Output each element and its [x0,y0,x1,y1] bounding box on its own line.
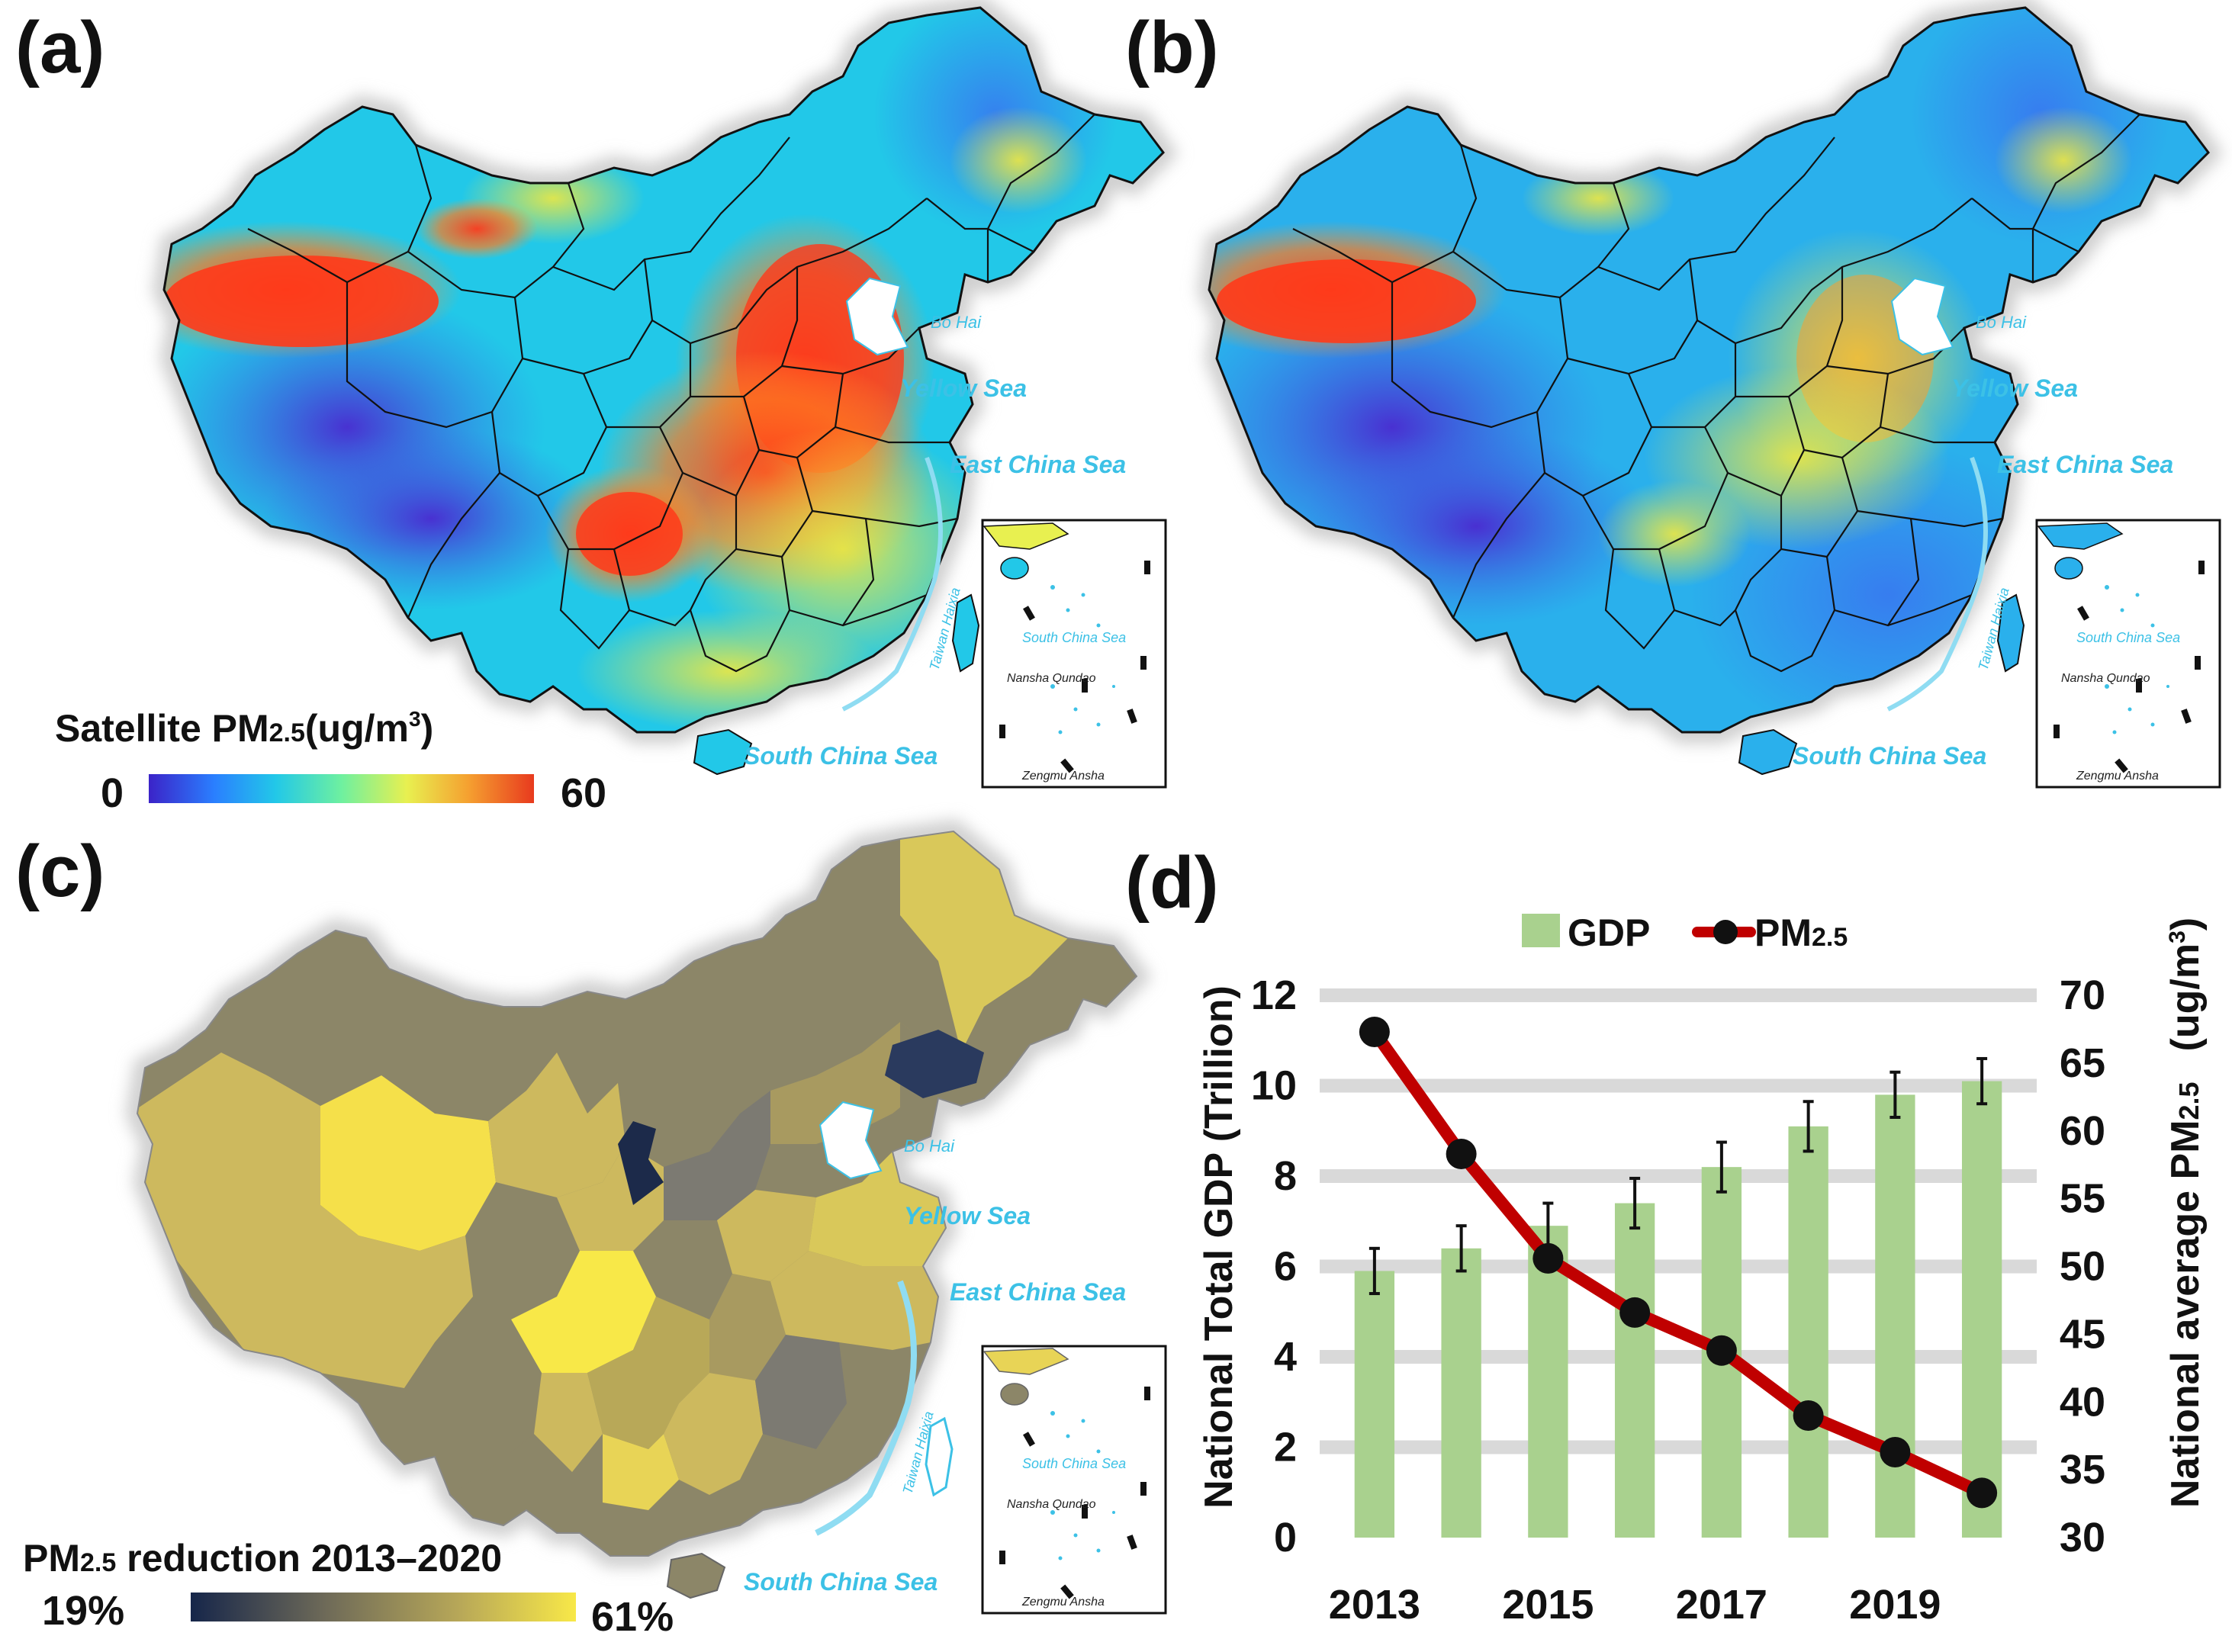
left-axis-ticks: 0 2 4 6 8 10 12 [1251,972,1297,1560]
legend-pm-marker [1713,920,1738,944]
pm25-point [1446,1138,1477,1169]
colorbar-c: PM2.5 reduction 2013–2020 19% 61% [23,1537,674,1640]
panel-b-letter: (b) [1125,7,1219,88]
colorbar-a: Satellite PM2.5(ug/m3) 0 60 [55,707,606,816]
gridline [1320,1350,2037,1364]
gridline [1320,1259,2037,1274]
x-axis-ticks: 2013 2015 2017 2019 [1329,1582,1941,1628]
x-axis-tick-label: 2017 [1676,1582,1767,1628]
sea-label-east-b: East China Sea [1997,451,2173,478]
legend-gdp-label: GDP [1568,911,1650,954]
left-axis-label: National Total GDP (Trillion) [1197,985,1241,1509]
gdp-error-bars [1368,1056,1988,1296]
sea-label-south-c: South China Sea [744,1568,938,1596]
colorbar-a-title: Satellite PM2.5(ug/m3) [55,707,433,750]
gridline [1320,1169,2037,1183]
right-axis-tick-label: 40 [2060,1379,2105,1425]
sea-label-south-b: South China Sea [1793,742,1986,770]
panel-b-pm25-map: (b) [1125,0,2221,789]
colorbar-c-max: 61% [591,1594,674,1640]
right-axis-tick-label: 65 [2060,1040,2105,1086]
gdp-bar [1614,1203,1655,1538]
x-axis-tick-label: 2015 [1502,1582,1594,1628]
inset-c: South China Sea Nansha Qundao Zengmu Ans… [981,1345,1167,1615]
left-axis-tick-label: 2 [1274,1425,1297,1470]
gdp-bar [1441,1248,1481,1538]
sea-label-bohai-b: Bo Hai [1976,313,2027,332]
right-axis-tick-label: 60 [2060,1108,2105,1154]
right-axis-tick-label: 45 [2060,1311,2105,1357]
right-axis-ticks: 30 35 40 45 50 55 60 65 70 [2060,972,2105,1560]
sea-label-yellow-c: Yellow Sea [904,1202,1031,1229]
right-axis-tick-label: 30 [2060,1515,2105,1560]
panel-a-satellite-pm25-map: (a) [15,0,1186,816]
gdp-bar [1528,1226,1568,1538]
x-axis-tick-label: 2019 [1849,1582,1941,1628]
right-axis-tick-label: 55 [2060,1176,2105,1222]
left-axis-tick-label: 8 [1274,1153,1297,1199]
colorbar-a-max: 60 [561,770,606,816]
inset-b: South China Sea Nansha Qundao Zengmu Ans… [2035,519,2221,789]
inset-label-zengmu-b: Zengmu Ansha [2076,770,2159,783]
sea-label-bohai-c: Bo Hai [904,1136,955,1155]
panel-d-gdp-pm25-chart: (d) GDP PM2.5 0 2 4 6 8 10 12 30 35 40 45 50 55 60 65… [1125,842,2208,1628]
sea-label-east-c: East China Sea [950,1278,1126,1306]
panel-c-letter: (c) [15,831,105,912]
inset-label-nansha-a: Nansha Qundao [1007,672,1096,685]
inset-label-south-china-sea-c: South China Sea [1022,1456,1126,1471]
pm25-point [1706,1335,1737,1366]
legend-pm-label: PM2.5 [1754,911,1848,954]
pm25-point [1880,1437,1911,1468]
colorbar-a-min: 0 [101,770,124,816]
colorbar-c-min: 19% [42,1588,124,1634]
pm25-series-line [1368,1025,1989,1499]
panel-c-pm25-reduction-map: (c) [15,824,1167,1640]
inset-a: South China Sea Nansha Qundao Zengmu Ans… [981,519,1167,789]
pm25-point [1793,1400,1824,1432]
sea-label-yellow-a: Yellow Sea [900,374,1027,402]
pm25-line [1359,1016,1998,1509]
x-axis-tick-label: 2013 [1329,1582,1420,1628]
inset-label-zengmu-c: Zengmu Ansha [1021,1596,1105,1609]
gdp-bar [1961,1081,2002,1538]
left-axis-tick-label: 12 [1251,972,1297,1018]
right-axis-tick-label: 70 [2060,972,2105,1018]
inset-label-south-china-sea-a: South China Sea [1022,630,1126,645]
right-axis-label: National average PM2.5(ug/m3) [2163,918,2208,1508]
sea-label-east-a: East China Sea [950,451,1126,478]
inset-label-nansha-c: Nansha Qundao [1007,1498,1096,1511]
colorbar-a-bar [149,774,534,803]
panel-a-letter: (a) [15,7,105,88]
left-axis-tick-label: 4 [1274,1334,1297,1380]
gdp-bar [1788,1126,1828,1538]
gdp-bars [1354,1081,2002,1538]
sea-label-yellow-b: Yellow Sea [1951,374,2078,402]
colorbar-c-bar [191,1593,576,1621]
right-axis-tick-label: 50 [2060,1244,2105,1290]
gridline [1320,1440,2037,1454]
colorbar-c-title: PM2.5 reduction 2013–2020 [23,1537,502,1580]
pm25-point [1967,1477,1998,1509]
right-axis-tick-label: 35 [2060,1447,2105,1493]
legend-gdp-swatch [1522,914,1560,947]
chart-legend: GDP PM2.5 [1522,911,1848,954]
inset-label-south-china-sea-b: South China Sea [2076,630,2180,645]
gdp-bar [1875,1094,1915,1538]
pm25-point [1359,1016,1390,1047]
panel-d-letter: (d) [1125,842,1219,924]
inset-label-nansha-b: Nansha Qundao [2061,672,2150,685]
gridline [1320,988,2037,1002]
pm25-point [1532,1242,1564,1274]
left-axis-tick-label: 6 [1274,1244,1297,1290]
left-axis-tick-label: 0 [1274,1515,1297,1560]
left-axis-tick-label: 10 [1251,1063,1297,1109]
gridline [1320,1078,2037,1093]
sea-label-south-a: South China Sea [744,742,938,770]
inset-label-zengmu-a: Zengmu Ansha [1021,770,1105,783]
pm25-point [1619,1297,1651,1328]
chart-gridlines [1320,988,2037,1454]
sea-label-bohai-a: Bo Hai [931,313,982,332]
gdp-bar [1354,1271,1395,1538]
